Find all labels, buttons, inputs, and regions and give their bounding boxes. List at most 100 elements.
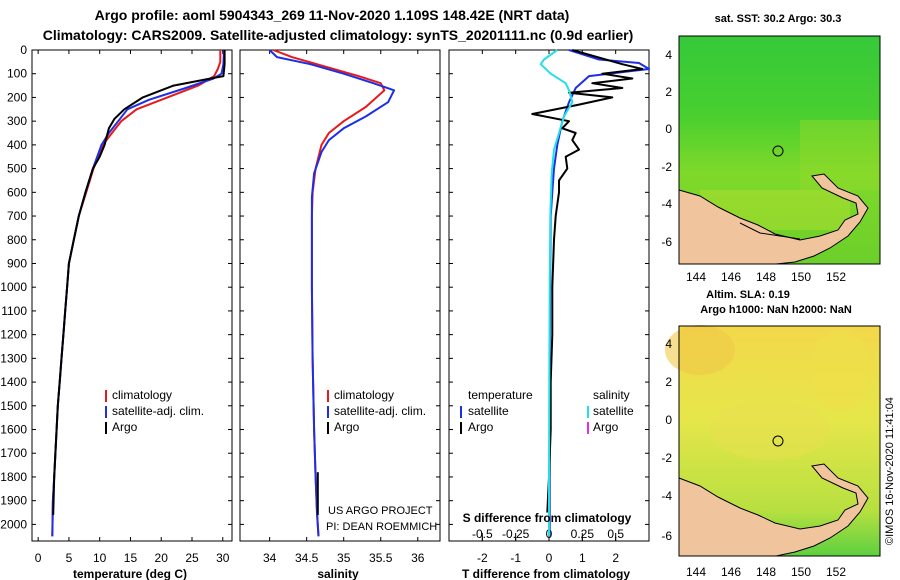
project-credit: US ARGO PROJECT [328,505,433,517]
sla-xtick: 144 [686,565,706,579]
s-difference-label: S difference from climatology [463,511,632,525]
sla-ytick: -4 [661,489,672,503]
depth-tick-label: 700 [7,209,27,223]
salinity-axis-ticks: 34 34.5 35 35.5 36 [240,49,440,565]
depth-tick-label: 800 [7,233,27,247]
sla-map-frame [678,325,881,557]
temperature-axis-ticks: 0 5 10 15 20 25 30 [32,49,232,565]
legend-climatology-label: climatology [334,388,394,402]
profile-salinity-satellite [539,49,574,537]
sst-map-frame [678,35,881,265]
sst-map-axes: 4 2 0 -2 -4 -6 144 146 148 150 152 [661,48,846,284]
difference-profiles [531,49,650,537]
s-tick-label: -0.5 [472,527,493,541]
depth-tick-label: 1300 [0,351,27,365]
sla-ytick: -2 [661,451,672,465]
x-tick-label: 2 [612,551,619,565]
pi-credit: PI: DEAN ROEMMICH [326,521,437,533]
sla-map-title-line1: Altim. SLA: 0.19 [706,289,790,301]
legend-satellite-label: satellite-adj. clim. [334,404,426,418]
argo-float-marker [772,435,784,447]
figure-title-line1: Argo profile: aoml 5904343_269 11-Nov-20… [95,7,570,23]
depth-tick-label: 500 [7,162,27,176]
sst-xtick: 150 [791,270,811,284]
sla-xtick: 152 [826,565,846,579]
difference-legend: temperature satellite Argo salinity sate… [460,388,634,434]
legend-temp-satellite-label: satellite [468,404,509,418]
x-tick-label: 25 [185,551,199,565]
sst-xtick: 146 [721,270,741,284]
sst-xtick: 144 [686,270,706,284]
temperature-profiles [51,49,226,537]
depth-tick-label: 1600 [0,423,27,437]
temperature-panel-frame [31,49,233,542]
x-tick-label: -2 [477,551,488,565]
argo-float-marker [772,145,784,157]
depth-tick-label: 1200 [0,328,27,342]
sla-xtick: 150 [791,565,811,579]
sla-map [665,325,881,557]
s-tick-label: 0.25 [571,527,595,541]
legend-argo-label: Argo [112,420,138,434]
sst-ytick: 4 [665,48,672,62]
legend-temp-argo-label: Argo [468,420,494,434]
s-tick-label: -0.25 [502,527,530,541]
difference-xlabel: T difference from climatology [462,567,630,580]
profile-climatology [272,49,386,537]
profile-climatology [51,50,222,537]
depth-tick-label: 600 [7,185,27,199]
profile-satellite-adj-clim- [51,49,225,537]
temperature-legend: climatology satellite-adj. clim. Argo [105,388,204,434]
x-tick-label: 34 [263,551,277,565]
depth-tick-label: 300 [7,114,27,128]
depth-tick-label: 1500 [0,399,27,413]
legend-sal-argo-label: Argo [593,420,619,434]
depth-tick-label: 1900 [0,494,27,508]
profile-temperature-argo [531,49,644,513]
s-tick-label: 0.5 [607,527,624,541]
x-tick-label: 5 [66,551,73,565]
depth-tick-label: 0 [20,43,27,57]
depth-tick-labels: 0 100 200 300 400 500 600 700 800 900 1000 1100 1200… [0,43,27,531]
profile-argo [52,50,226,515]
profile-temperature-satellite [548,49,650,537]
land-new-guinea [678,463,869,557]
sst-map-title: sat. SST: 30.2 Argo: 30.3 [715,13,842,25]
depth-tick-label: 100 [7,67,27,81]
sst-map [678,35,881,265]
depth-tick-label: 1800 [0,470,27,484]
depth-tick-label: 200 [7,90,27,104]
x-tick-label: 0 [546,551,553,565]
sst-ytick: -2 [661,160,672,174]
sst-xtick: 152 [826,270,846,284]
sst-xtick: 148 [756,270,776,284]
depth-tick-label: 1700 [0,446,27,460]
depth-tick-label: 1000 [0,280,27,294]
salinity-panel-frame [239,49,441,542]
sla-xtick: 148 [756,565,776,579]
depth-tick-label: 400 [7,138,27,152]
salinity-xlabel: salinity [317,567,359,580]
x-tick-label: 35.5 [369,551,393,565]
temperature-xlabel: temperature (deg C) [73,567,187,580]
x-tick-label: 36 [411,551,425,565]
legend-satellite-label: satellite-adj. clim. [112,404,204,418]
sla-map-axes: 4 2 0 -2 -4 -6 144 146 148 150 152 [661,337,846,579]
sst-ytick: -6 [661,235,672,249]
sst-ytick: 0 [665,122,672,136]
depth-tick-label: 900 [7,256,27,270]
depth-tick-label: 1100 [1,304,27,318]
sla-ytick: -6 [661,529,672,543]
x-tick-label: 20 [155,551,169,565]
x-tick-label: 30 [216,551,230,565]
sla-ytick: 2 [665,375,672,389]
x-tick-label: 35 [337,551,351,565]
legend-salinity-heading: salinity [593,388,630,402]
profile-satellite-adj-clim- [268,49,396,537]
x-tick-label: 34.5 [295,551,319,565]
x-tick-label: -1 [510,551,521,565]
sla-ytick: 0 [665,413,672,427]
salinity-legend: climatology satellite-adj. clim. Argo [327,388,426,434]
depth-tick-label: 1400 [0,375,27,389]
